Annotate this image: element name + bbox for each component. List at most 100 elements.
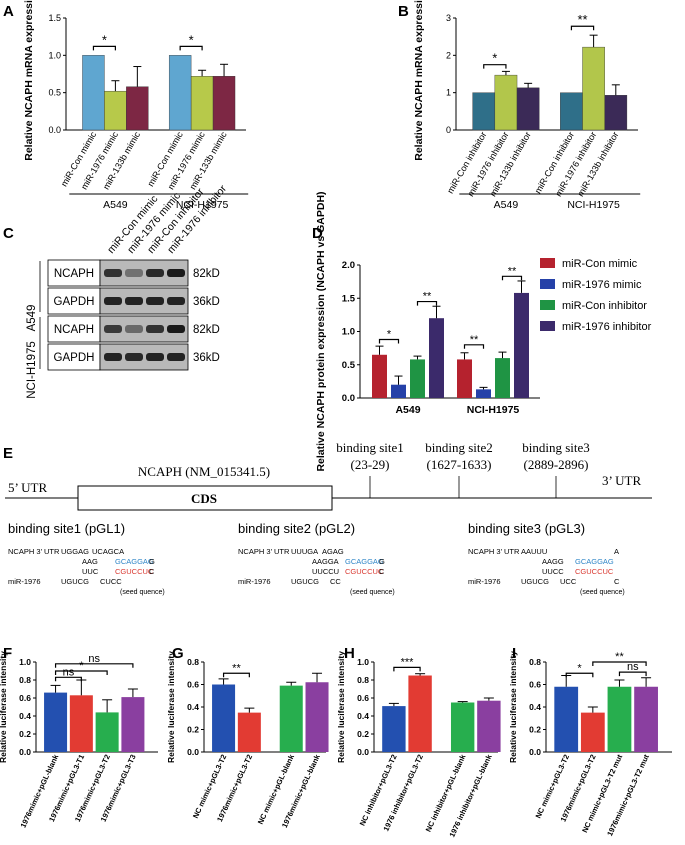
y-tick-label: 1.0 bbox=[342, 327, 355, 338]
y-tick-label: 1.0 bbox=[19, 657, 31, 667]
x-tick-label: miR-133b inhibitor bbox=[488, 130, 533, 198]
y-tick-label: 0.0 bbox=[357, 747, 369, 757]
legend-swatch bbox=[540, 321, 555, 331]
y-tick-label: 3 bbox=[446, 13, 451, 23]
x-tick-label: miR-Con inhibitor bbox=[445, 130, 488, 195]
bar bbox=[126, 86, 149, 131]
y-tick-label: 2.0 bbox=[342, 260, 355, 271]
blot-band bbox=[167, 269, 185, 277]
alignment-seed-bottom: CGUCCUC bbox=[345, 567, 384, 576]
y-tick-label: 0.2 bbox=[357, 729, 369, 739]
legend-swatch bbox=[540, 279, 555, 289]
bar bbox=[607, 686, 632, 752]
blot-label-box bbox=[47, 259, 101, 287]
bar bbox=[69, 695, 93, 752]
y-tick-label: 0.0 bbox=[48, 125, 61, 135]
bar bbox=[104, 90, 127, 131]
panel-label-g: G bbox=[172, 645, 184, 662]
significance-bracket bbox=[570, 25, 595, 31]
bar bbox=[279, 685, 303, 752]
alignment-seed-bottom-end: C bbox=[379, 567, 385, 576]
alignment-seed-note: (seed quence) bbox=[350, 589, 395, 596]
significance-label: * bbox=[102, 32, 107, 47]
blot-band bbox=[104, 297, 122, 305]
bar bbox=[560, 92, 583, 131]
blot-label-box bbox=[47, 315, 101, 343]
legend-swatch bbox=[540, 300, 555, 310]
bar bbox=[495, 358, 510, 398]
blot-row-label: GAPDH bbox=[54, 352, 95, 364]
blot-row-label: NCAPH bbox=[54, 268, 94, 280]
y-tick-label: 0.6 bbox=[187, 680, 199, 690]
bar bbox=[190, 76, 214, 131]
bar bbox=[82, 55, 105, 131]
alignment-mir-label: miR-1976 bbox=[238, 577, 271, 586]
alignment-seed-top-end: G bbox=[149, 557, 155, 566]
alignment-bottom1: UGUCG bbox=[291, 577, 319, 586]
legend-label: miR-1976 inhibitor bbox=[562, 321, 652, 333]
alignment-top-end: A bbox=[614, 547, 619, 556]
y-tick-label: 0.2 bbox=[529, 725, 541, 735]
bar bbox=[472, 92, 496, 131]
significance-bracket bbox=[54, 676, 82, 682]
significance-bracket bbox=[618, 671, 647, 677]
blot-band bbox=[146, 353, 164, 361]
group-label: NCI-H1975 bbox=[176, 199, 229, 211]
blot-band bbox=[125, 297, 143, 305]
x-tick-label: miR-133b inhibitor bbox=[575, 130, 620, 198]
significance-bracket bbox=[416, 300, 438, 306]
y-tick-label: 0.5 bbox=[342, 360, 356, 371]
significance-label: ** bbox=[508, 265, 517, 277]
significance-label: *** bbox=[401, 656, 415, 668]
bar bbox=[237, 712, 261, 752]
blot-band bbox=[167, 353, 185, 361]
blot-row-label: GAPDH bbox=[54, 296, 95, 308]
alignment-top2: UCAGCA bbox=[92, 547, 124, 556]
alignment-seed-bottom-end: C bbox=[149, 567, 155, 576]
significance-label: ns bbox=[63, 666, 75, 678]
blot-band bbox=[146, 325, 164, 333]
group-label: NCI-H1975 bbox=[567, 199, 620, 211]
y-tick-label: 0.4 bbox=[529, 702, 541, 712]
y-axis-title: Relative NCAPH protein expression (NCAPH… bbox=[315, 191, 327, 471]
bar bbox=[580, 712, 605, 752]
alignment-mir-label: miR-1976 bbox=[468, 577, 501, 586]
alignment-bottom1: UGUCG bbox=[521, 577, 549, 586]
blot-band bbox=[167, 297, 185, 305]
alignment-top: AAUUU bbox=[521, 547, 547, 556]
alignment-mid2: UUC bbox=[82, 567, 99, 576]
alignment-top: UUUGA bbox=[291, 547, 318, 556]
chart-panel-b: 0 1 2 3 Relative NCAPH mRNA expression miR-Co… bbox=[413, 0, 641, 211]
significance-bracket bbox=[179, 45, 203, 51]
blot-band bbox=[125, 353, 143, 361]
alignment-utr-label: NCAPH 3’ UTR bbox=[238, 547, 290, 556]
site-range: (23-29) bbox=[351, 457, 390, 472]
y-tick-label: 0.2 bbox=[19, 729, 31, 739]
bar bbox=[372, 354, 387, 398]
y-tick-label: 0.6 bbox=[19, 693, 31, 703]
y-tick-label: 0.0 bbox=[187, 747, 199, 757]
significance-label: ** bbox=[615, 651, 624, 663]
bar bbox=[634, 686, 658, 752]
y-tick-label: 0.8 bbox=[357, 675, 369, 685]
blot-band bbox=[104, 269, 122, 277]
significance-label: ns bbox=[88, 653, 100, 665]
alignment-bottom1: UGUCG bbox=[61, 577, 89, 586]
alignment-seed-note: (seed quence) bbox=[120, 589, 165, 596]
y-tick-label: 0.8 bbox=[187, 657, 199, 667]
blot-group-label: A549 bbox=[26, 305, 38, 332]
significance-bracket bbox=[54, 663, 134, 668]
significance-label: ns bbox=[627, 661, 639, 673]
alignment-seed-note: (seed quence) bbox=[580, 589, 625, 596]
bar bbox=[391, 384, 406, 398]
alignment-mid1: AAGG bbox=[542, 557, 564, 566]
significance-label: ** bbox=[423, 291, 432, 303]
blot-band bbox=[104, 325, 122, 333]
alignment-mid1: AAGGA bbox=[312, 557, 339, 566]
chart-panel-f: 0.0 0.2 0.4 0.6 0.8 1.0 Relative luciferase in… bbox=[0, 651, 158, 829]
chart-panel-a: 0.0 0.5 1.0 1.5 Relative NCAPH mRNA expressi… bbox=[23, 0, 249, 211]
significance-label: ** bbox=[232, 662, 241, 674]
legend-label: miR-Con mimic bbox=[562, 258, 638, 270]
blot-band bbox=[146, 269, 164, 277]
binding-alignments: binding site1 (pGL1) NCAPH 3’ UTR miR-1976… bbox=[8, 521, 625, 596]
